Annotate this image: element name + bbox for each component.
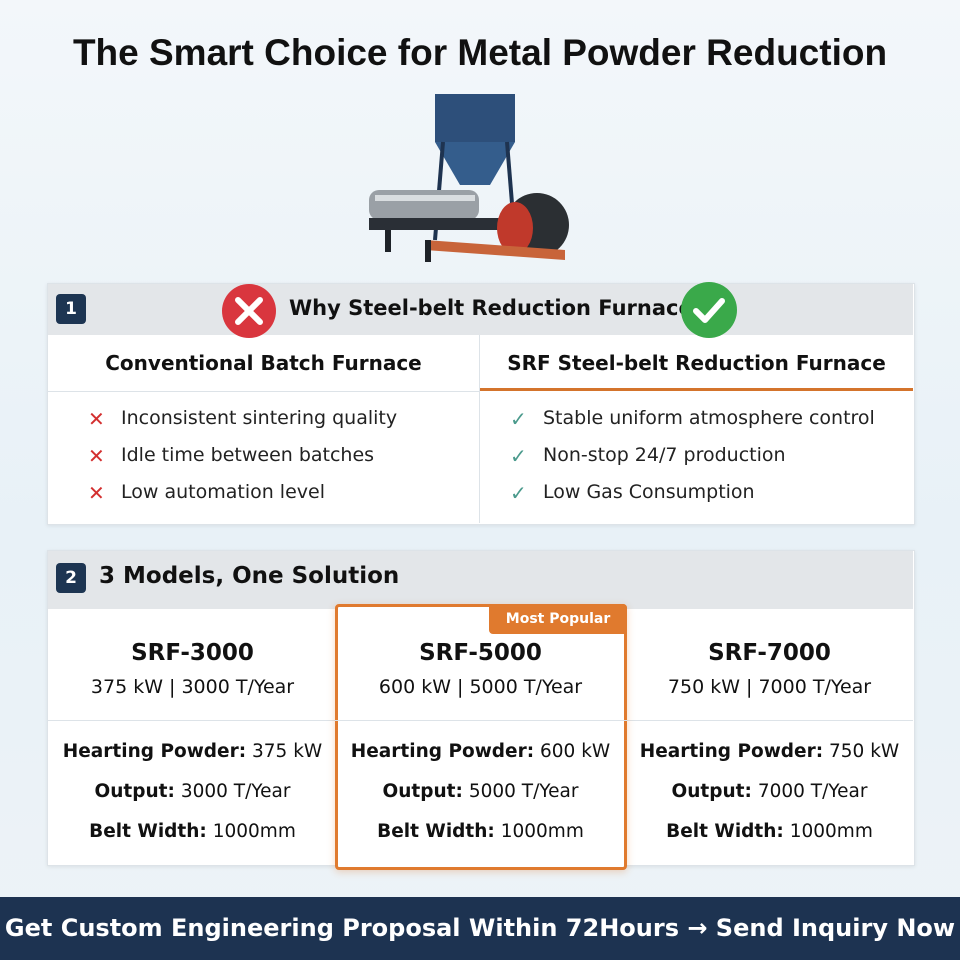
- section-number: 2: [56, 563, 86, 593]
- spec-row: Output: 5000 T/Year: [336, 772, 625, 812]
- spec-value: 5000 T/Year: [468, 781, 579, 802]
- check-icon: [681, 282, 737, 338]
- section-heading: 3 Models, One Solution: [99, 563, 400, 589]
- cross-mark: ✕: [88, 481, 105, 505]
- spec-value: 1000mm: [789, 821, 873, 842]
- spec-row: Hearting Powder: 750 kW: [625, 732, 914, 772]
- cross-mark: ✕: [88, 407, 105, 431]
- model-summary: 375 kW | 3000 T/Year: [90, 676, 295, 698]
- check-mark: ✓: [510, 481, 527, 505]
- spec-row: Output: 3000 T/Year: [48, 772, 337, 812]
- spec-value: 7000 T/Year: [757, 781, 868, 802]
- model-summary: 750 kW | 7000 T/Year: [667, 676, 872, 698]
- column-header: SRF Steel-belt Reduction Furnace: [507, 351, 886, 375]
- cta-banner[interactable]: Get Custom Engineering Proposal Within 7…: [0, 897, 960, 960]
- model-name: SRF-7000: [708, 640, 831, 666]
- spec-row: Output: 7000 T/Year: [625, 772, 914, 812]
- section-heading: Why Steel-belt Reduction Furnace?: [289, 296, 705, 320]
- spec-value: 600 kW: [540, 741, 611, 762]
- section-number: 1: [56, 294, 86, 324]
- model-card: SRF-5000 600 kW | 5000 T/Year: [336, 640, 625, 698]
- spec-value: 1000mm: [212, 821, 296, 842]
- badge: Most Popular: [489, 604, 627, 634]
- feature-item: Low Gas Consumption: [543, 481, 755, 503]
- model-name: SRF-3000: [131, 640, 254, 666]
- highlight-underline: [480, 388, 913, 391]
- furnace-image: [369, 94, 569, 262]
- spec-row: Belt Width: 1000mm: [625, 812, 914, 852]
- divider: [335, 720, 627, 721]
- model-card: SRF-7000 750 kW | 7000 T/Year: [625, 640, 914, 698]
- spec-row: Hearting Powder: 600 kW: [336, 732, 625, 772]
- model-card: SRF-3000 375 kW | 3000 T/Year: [48, 640, 337, 698]
- section-header: [48, 284, 913, 335]
- spec-row: Hearting Powder: 375 kW: [48, 732, 337, 772]
- divider: [48, 391, 479, 392]
- highlight-card: [335, 604, 627, 870]
- cross-mark: ✕: [88, 444, 105, 468]
- spec-label: Hearting Powder:: [350, 741, 535, 762]
- spec-label: Output:: [94, 781, 175, 802]
- spec-value: 375 kW: [252, 741, 323, 762]
- check-mark: ✓: [510, 444, 527, 468]
- spec-label: Output:: [671, 781, 752, 802]
- spec-row: Belt Width: 1000mm: [336, 812, 625, 852]
- model-specs: Hearting Powder: 750 kW Output: 7000 T/Ye…: [625, 732, 914, 852]
- model-summary: 600 kW | 5000 T/Year: [378, 676, 583, 698]
- spec-value: 750 kW: [829, 741, 900, 762]
- spec-label: Hearting Powder:: [639, 741, 824, 762]
- model-name: SRF-5000: [419, 640, 542, 666]
- spec-row: Belt Width: 1000mm: [48, 812, 337, 852]
- section-header: [48, 551, 913, 609]
- check-mark: ✓: [510, 407, 527, 431]
- spec-label: Belt Width:: [377, 821, 495, 842]
- spec-value: 3000 T/Year: [180, 781, 291, 802]
- model-specs: Hearting Powder: 600 kW Output: 5000 T/Ye…: [336, 732, 625, 852]
- spec-label: Output:: [382, 781, 463, 802]
- feature-item: Inconsistent sintering quality: [121, 407, 398, 429]
- feature-item: Idle time between batches: [121, 444, 375, 466]
- spec-value: 1000mm: [500, 821, 584, 842]
- spec-label: Hearting Powder:: [62, 741, 247, 762]
- feature-item: Low automation level: [121, 481, 325, 503]
- divider: [479, 335, 480, 523]
- feature-item: Stable uniform atmosphere control: [543, 407, 875, 429]
- model-specs: Hearting Powder: 375 kW Output: 3000 T/Ye…: [48, 732, 337, 852]
- title: The Smart Choice for Metal Powder Reduct…: [72, 32, 888, 73]
- column-header: Conventional Batch Furnace: [105, 351, 422, 375]
- spec-label: Belt Width:: [89, 821, 207, 842]
- feature-item: Non-stop 24/7 production: [543, 444, 786, 466]
- cross-icon: [222, 284, 276, 338]
- spec-label: Belt Width:: [666, 821, 784, 842]
